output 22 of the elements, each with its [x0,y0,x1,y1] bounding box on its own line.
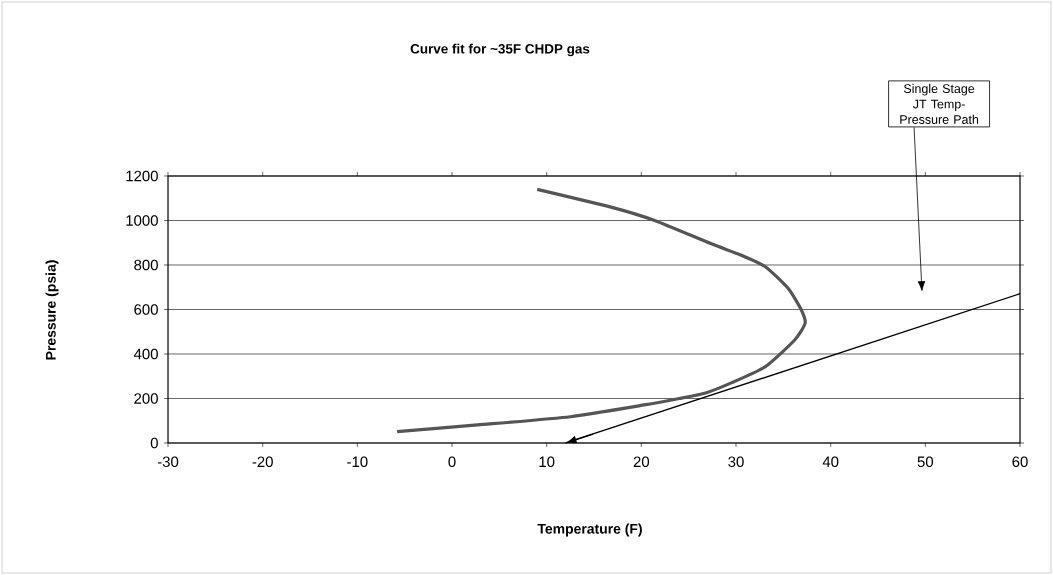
x-tick-label: 60 [1012,456,1028,468]
y-tick-label: 1000 [126,215,158,226]
x-tick-label: 50 [917,456,934,468]
y-tick-label: 0 [150,437,158,449]
chart-title: Curve fit for ~35F CHDP gas [410,43,590,57]
y-tick-label: 600 [134,304,158,315]
text: Single Stage JT Temp-Pressure Path [900,83,979,124]
y-tick-label: 200 [134,393,158,404]
y-tick-label: 800 [134,259,158,271]
y-axis-title: Pressure (psia) [45,260,59,360]
x-axis-title: Temperature (F) [537,523,642,537]
x-tick-label: 0 [448,456,456,468]
x-tick-label: 30 [728,456,744,468]
y-tick-label: 400 [133,348,158,360]
x-tick-label: 20 [633,456,650,468]
x-tick-label: -20 [252,456,273,468]
x-tick-label: -10 [347,456,368,468]
line-series [395,187,807,434]
x-tick-label: 40 [822,456,839,468]
y-tick-label: 1200 [126,170,158,182]
x-tick-label: -30 [157,456,179,468]
x-tick-label: 10 [539,456,555,468]
